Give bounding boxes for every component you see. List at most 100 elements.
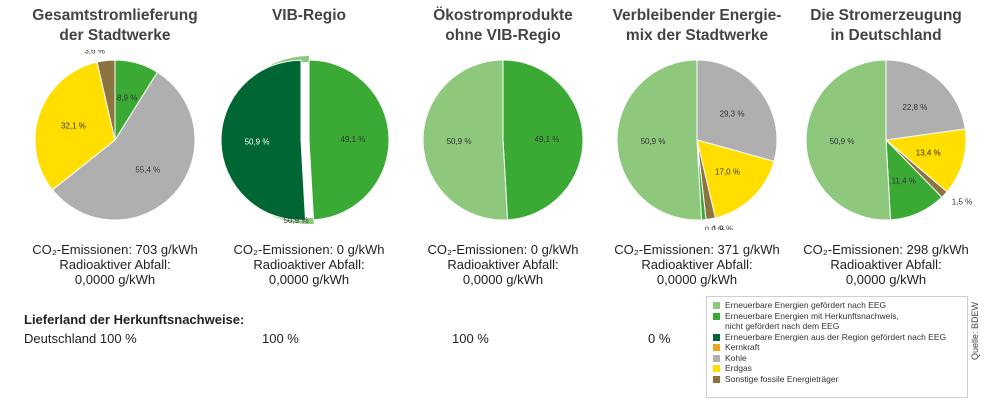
pie-slice-erneuerbare-energien-gef-rdert-nach-eeg xyxy=(805,59,892,221)
pie-slice-erdgas xyxy=(884,128,967,193)
origin-value-oekostrom: 100 % xyxy=(452,331,489,346)
source-label: Quelle: BDEW xyxy=(970,301,980,360)
pie-chart: 49,1 % 50,9 % xyxy=(422,59,584,221)
co2-emissions: CO₂-Emissionen: 0 g/kWh xyxy=(233,242,385,257)
legend-swatch xyxy=(713,333,720,341)
radioactive-waste-value: 0,0000 g/kWh xyxy=(462,272,544,287)
chart-title-line: Verbleibender Energie- xyxy=(612,7,782,24)
origin-title: Lieferland der Herkunftsnachweise: xyxy=(24,312,245,327)
chart-verbleibender-energiemix: Verbleibender Energie- mix der Stadtwerk… xyxy=(597,0,797,300)
pie-slice-sonstige-fossile-energietr-ger xyxy=(96,59,116,141)
slice-label: 29,3 % xyxy=(720,109,745,118)
radioactive-waste-label: Radioaktiver Abfall: xyxy=(641,257,753,272)
chart-oekostromprodukte: Ökostromprodukte ohne VIB-Regio 49,1 % 50… xyxy=(403,0,603,300)
co2-emissions: CO₂-Emissionen: 371 g/kWh xyxy=(614,242,780,257)
legend-label: Sonstige fossile Energieträger xyxy=(725,373,839,384)
legend-item: Kohle xyxy=(713,353,961,364)
chart-vib-regio: VIB-Regio 50,9 % 49,1 % 50,9 % CO₂-Emissio… xyxy=(209,0,409,300)
legend-item: Erneuerbare Energien mit Herkunftsnachwe… xyxy=(713,311,961,332)
pie-slice-erneuerbare-energien-mit-herkunftsnachweis-nicht-gef-rdert-nach-dem-eeg xyxy=(308,59,390,221)
slice-label: 32,1 % xyxy=(61,121,86,130)
legend-swatch xyxy=(713,312,720,320)
chart-stats: CO₂-Emissionen: 703 g/kWh Radioaktiver A… xyxy=(15,242,215,287)
legend-label: Erneuerbare Energien gefördert nach EEG xyxy=(725,300,887,310)
radioactive-waste-value: 0,0000 g/kWh xyxy=(74,272,156,287)
slice-label: 0,9 % xyxy=(705,226,725,230)
co2-emissions: CO₂-Emissionen: 703 g/kWh xyxy=(32,242,198,257)
pie-slice-kohle xyxy=(51,71,196,221)
source-note: Quelle: BDEW xyxy=(968,300,984,380)
pie-slice-erneuerbare-energien-aus-der-region-gef-rdert-nach-eeg xyxy=(220,59,307,221)
chart-title: VIB-Regio xyxy=(209,6,409,26)
slice-label: 1,5 % xyxy=(952,197,972,206)
pie-slice-erneuerbare-energien-mit-herkunftsnachweis-nicht-gef-rdert-nach-dem-eeg xyxy=(502,59,584,221)
chart-title-line: Die Stromerzeugung xyxy=(810,7,962,24)
legend-label: Erneuerbare Energien mit Herkunftsnachwe… xyxy=(725,310,899,321)
chart-title: Verbleibender Energie- mix der Stadtwerk… xyxy=(597,6,797,46)
radioactive-waste-value: 0,0000 g/kWh xyxy=(845,272,927,287)
chart-title-line: mix der Stadtwerke xyxy=(625,27,769,44)
slice-label: 49,1 % xyxy=(341,135,366,144)
pie-chart: 50,9 % 49,1 % 50,9 % xyxy=(220,56,390,225)
slice-label: 50,9 % xyxy=(641,137,666,146)
legend-item: Sonstige fossile Energieträger xyxy=(713,374,961,385)
chart-title: Gesamtstromlieferung der Stadtwerke xyxy=(15,6,215,46)
slice-label: 50,9 % xyxy=(447,137,472,146)
chart-title: Die Stromerzeugung in Deutschland xyxy=(786,6,986,46)
legend-item: Erneuerbare Energien gefördert nach EEG xyxy=(713,300,961,311)
legend-label: Kohle xyxy=(725,352,747,363)
co2-emissions: CO₂-Emissionen: 0 g/kWh xyxy=(427,242,579,257)
legend-item: Erdgas xyxy=(713,363,961,374)
chart-stromerzeugung-deutschland: Die Stromerzeugung in Deutschland 22,8 %… xyxy=(786,0,986,300)
slice-label: 3,6 % xyxy=(84,50,104,56)
legend-swatch xyxy=(713,375,720,383)
pie-chart: 22,8 % 13,4 % 1,5 % 11,4 % 50,9 % xyxy=(805,59,972,221)
pie-slice-kohle xyxy=(885,59,966,141)
slice-label: 50,9 % xyxy=(830,137,855,146)
radioactive-waste-label: Radioaktiver Abfall: xyxy=(253,257,365,272)
slice-label: 8,9 % xyxy=(117,94,137,103)
slice-label: 13,4 % xyxy=(916,148,941,157)
legend-label: nicht gefördert nach dem EEG xyxy=(725,321,840,331)
slice-label: 22,8 % xyxy=(902,103,927,112)
pie-slice-erneuerbare-energien-gef-rdert-nach-eeg xyxy=(616,59,703,221)
origin-value-energiemix: 0 % xyxy=(648,331,671,346)
slice-label: 1,9 % xyxy=(712,225,732,230)
slice-label: 50,9 % xyxy=(245,137,270,146)
chart-title-line: Ökostromprodukte xyxy=(433,7,573,24)
legend-item: Erneuerbare Energien aus der Region gefö… xyxy=(713,332,961,343)
legend-swatch xyxy=(713,354,720,362)
pie-chart: 8,9 % 55,4 % 32,1 % 3,6 % xyxy=(34,50,196,221)
legend: Erneuerbare Energien gefördert nach EEG … xyxy=(706,296,968,398)
slice-label: 11,4 % xyxy=(892,176,916,185)
pie-chart: 29,3 % 17,0 % 1,9 %0,9 % 50,9 % xyxy=(616,59,778,230)
radioactive-waste-value: 0,0000 g/kWh xyxy=(268,272,350,287)
slice-label: 49,1 % xyxy=(535,135,560,144)
chart-stats: CO₂-Emissionen: 371 g/kWh Radioaktiver A… xyxy=(597,242,797,287)
co2-emissions: CO₂-Emissionen: 298 g/kWh xyxy=(803,242,969,257)
radioactive-waste-label: Radioaktiver Abfall: xyxy=(447,257,559,272)
legend-label: Erdgas xyxy=(725,363,752,373)
chart-title-line: VIB-Regio xyxy=(271,7,347,24)
legend-label: Erneuerbare Energien aus der Region gefö… xyxy=(725,331,947,342)
chart-stats: CO₂-Emissionen: 298 g/kWh Radioaktiver A… xyxy=(786,242,986,287)
chart-title-line: der Stadtwerke xyxy=(59,27,171,44)
pie-slice-erdgas xyxy=(696,139,775,219)
legend-swatch xyxy=(713,302,720,309)
origin-value-vib-regio: 100 % xyxy=(262,331,299,346)
legend-swatch xyxy=(713,344,720,351)
origin-value-gesamt: Deutschland 100 % xyxy=(24,331,137,346)
slice-label: 50,9 % xyxy=(284,216,309,225)
radioactive-waste-value: 0,0000 g/kWh xyxy=(656,272,738,287)
chart-title-line: ohne VIB-Regio xyxy=(445,27,561,44)
chart-gesamtstromlieferung: Gesamtstromlieferung der Stadtwerke 8,9 … xyxy=(15,0,215,300)
pie-slice-erdgas xyxy=(34,61,116,191)
pie-slice-kohle xyxy=(696,59,778,162)
slice-label: 55,4 % xyxy=(135,165,160,174)
chart-title-line: in Deutschland xyxy=(830,27,942,44)
radioactive-waste-label: Radioaktiver Abfall: xyxy=(59,257,171,272)
radioactive-waste-label: Radioaktiver Abfall: xyxy=(830,257,942,272)
chart-stats: CO₂-Emissionen: 0 g/kWh Radioaktiver Abf… xyxy=(209,242,409,287)
legend-swatch xyxy=(713,365,720,372)
legend-label: Kernkraft xyxy=(725,342,760,352)
